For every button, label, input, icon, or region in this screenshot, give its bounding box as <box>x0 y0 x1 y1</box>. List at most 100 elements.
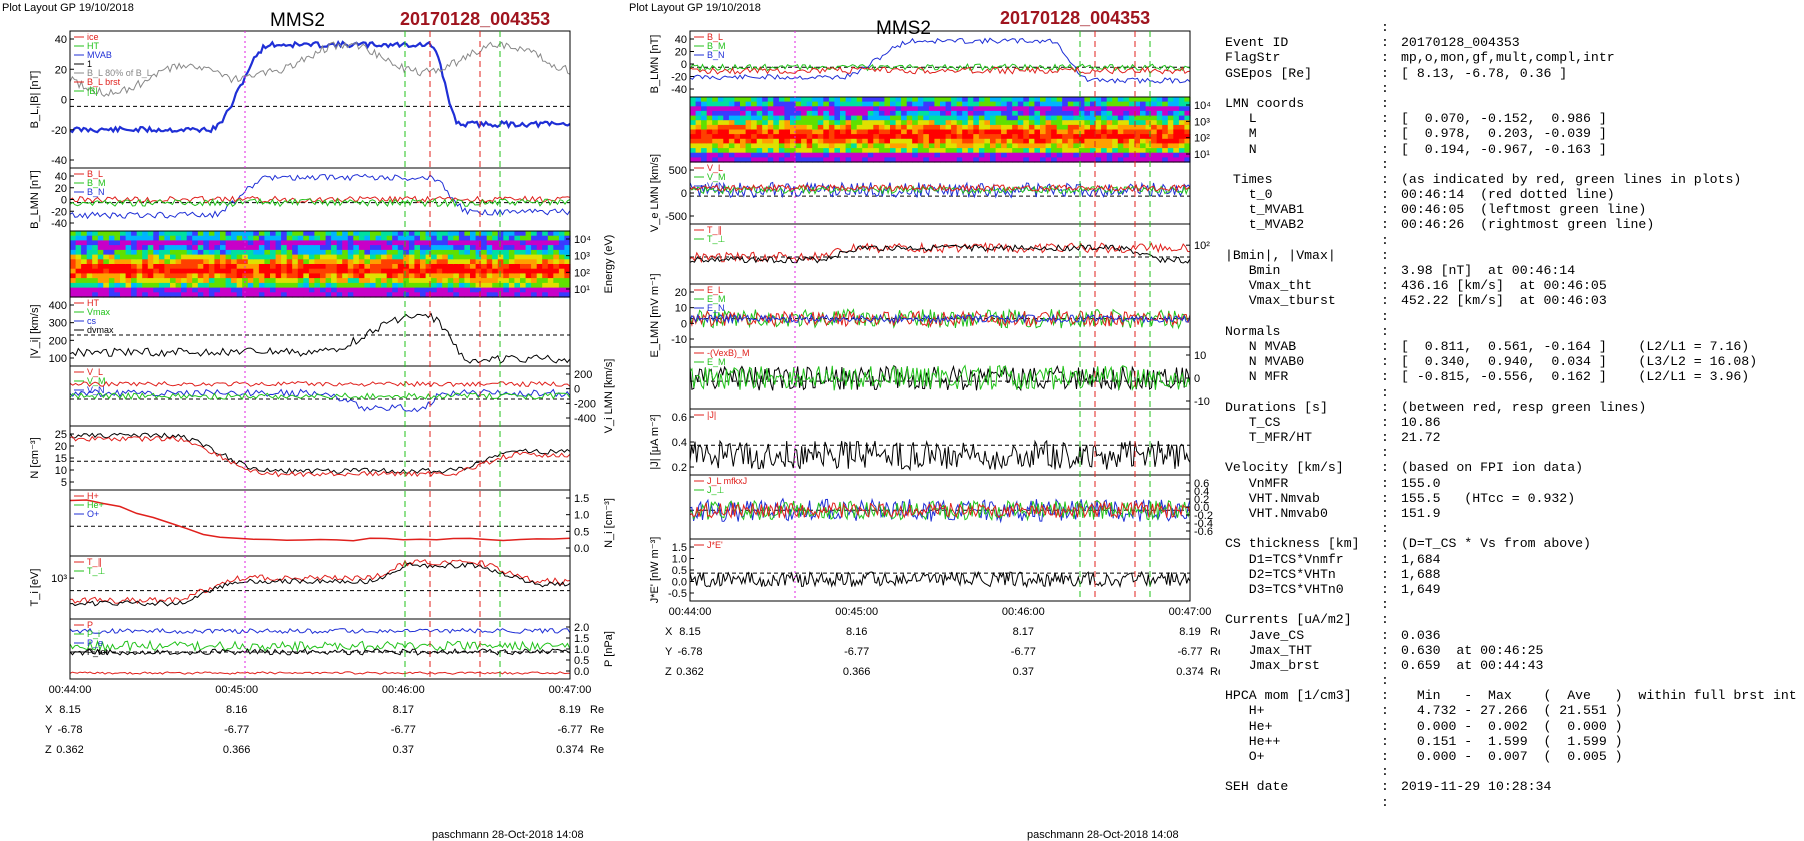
spectrogram-cell <box>208 278 216 284</box>
spectrogram-cell <box>784 115 791 121</box>
spectrogram-cell <box>342 287 349 293</box>
spectrogram-cell <box>370 249 377 256</box>
spectrogram-cell <box>817 152 824 158</box>
right-panel-8-legend-label: J_⊥ <box>707 485 725 495</box>
spectrogram-cell <box>364 282 371 289</box>
left-panel-3-tick-label: 10³ <box>574 251 590 263</box>
spectrogram-cell <box>547 254 554 260</box>
spectrogram-cell <box>1184 148 1191 154</box>
spectrogram-cell <box>1145 148 1152 154</box>
spectrogram-cell <box>817 110 824 117</box>
spectrogram-cell <box>497 287 504 293</box>
info-key: Vmax_tburst <box>1225 293 1336 309</box>
spectrogram-cell <box>470 254 477 260</box>
info-row: M:[ 0.978, 0.203, -0.039 ] <box>1225 126 1797 141</box>
spectrogram-cell <box>828 124 836 131</box>
spectrogram-cell <box>281 259 288 265</box>
info-row: Jmax_brst:0.659 at 00:44:43 <box>1225 658 1797 673</box>
spectrogram-cell <box>1006 134 1013 140</box>
spectrogram-cell <box>1006 148 1013 154</box>
info-value: [ 0.340, 0.940, 0.034 ] (L3/L2 = 16.08) <box>1401 354 1758 370</box>
spectrogram-cell <box>834 120 841 126</box>
spectrogram-cell <box>258 254 266 260</box>
spectrogram-cell <box>1095 143 1102 149</box>
spectrogram-cell <box>236 292 243 298</box>
spectrogram-cell <box>901 134 908 140</box>
spectrogram-cell <box>890 120 897 126</box>
spectrogram-cell <box>812 115 819 121</box>
info-value: 20170128_004353 <box>1401 35 1520 51</box>
spectrogram-cell <box>158 245 166 251</box>
spectrogram-cell <box>225 245 232 251</box>
spectrogram-cell <box>564 292 571 298</box>
spectrogram-cell <box>192 278 199 284</box>
info-colon: : <box>1381 187 1389 203</box>
spectrogram-cell <box>103 292 110 298</box>
spectrogram-cell <box>873 101 880 107</box>
spectrogram-cell <box>170 240 177 246</box>
spectrogram-cell <box>153 231 160 237</box>
spectrogram-cell <box>856 152 863 158</box>
spectrogram-cell <box>258 245 266 251</box>
spectrogram-cell <box>225 282 232 289</box>
spectrogram-cell <box>375 245 382 251</box>
spectrogram-cell <box>181 240 188 246</box>
spectrogram-cell <box>1095 106 1102 112</box>
spectrogram-cell <box>436 264 443 270</box>
info-colon: : <box>1381 95 1389 111</box>
spectrogram-cell <box>1101 129 1108 135</box>
spectrogram-cell <box>508 268 516 274</box>
spectrogram-cell <box>701 115 708 121</box>
spectrogram-cell <box>520 292 527 298</box>
spectrogram-cell <box>147 240 154 246</box>
spectrogram-cell <box>1034 157 1041 163</box>
spectrogram-cell <box>420 240 427 246</box>
spectrogram-cell <box>247 268 254 274</box>
right-panel-1-tick-label: -20 <box>671 72 687 84</box>
spectrogram-cell <box>690 134 697 140</box>
info-colon: : <box>1381 673 1389 689</box>
spectrogram-cell <box>464 259 471 265</box>
spectrogram-cell <box>1028 129 1036 135</box>
spectrogram-cell <box>751 120 758 126</box>
spectrogram-cell <box>717 134 724 140</box>
spectrogram-cell <box>767 106 774 112</box>
spectrogram-cell <box>967 120 974 126</box>
spectrogram-cell <box>1167 157 1174 163</box>
spectrogram-cell <box>906 138 913 144</box>
spectrogram-cell <box>984 138 991 144</box>
spectrogram-cell <box>1017 157 1024 163</box>
spectrogram-cell <box>690 120 697 126</box>
spectrogram-cell <box>945 134 952 140</box>
spectrogram-cell <box>912 143 919 149</box>
spectrogram-cell <box>778 101 786 107</box>
spectrogram-cell <box>1128 129 1136 135</box>
spectrogram-cell <box>314 273 321 279</box>
left-panel-7-tick-label: 1.5 <box>574 493 589 505</box>
spectrogram-cell <box>108 282 116 289</box>
spectrogram-cell <box>270 245 277 251</box>
spectrogram-cell <box>531 278 538 284</box>
spectrogram-cell <box>531 264 538 270</box>
spectrogram-cell <box>536 240 543 246</box>
spectrogram-cell <box>1162 120 1169 126</box>
spectrogram-cell <box>503 245 510 251</box>
spectrogram-cell <box>286 292 293 298</box>
spectrogram-cell <box>690 157 697 163</box>
spectrogram-cell <box>264 278 271 284</box>
spectrogram-cell <box>1134 129 1141 135</box>
spectrogram-cell <box>486 235 493 241</box>
info-row: GSEpos [Re]:[ 8.13, -6.78, 0.36 ] <box>1225 66 1797 81</box>
spectrogram-cell <box>342 231 349 237</box>
spectrogram-cell <box>934 157 941 163</box>
spectrogram-cell <box>912 101 919 107</box>
spectrogram-cell <box>690 101 697 107</box>
left-panel-4-legend-label: HT <box>87 298 99 308</box>
spectrogram-cell <box>464 240 471 246</box>
spectrogram-cell <box>951 115 958 121</box>
spectrogram-cell <box>773 106 780 112</box>
spectrogram-cell <box>386 245 393 251</box>
spectrogram-cell <box>773 110 780 117</box>
spectrogram-cell <box>542 268 549 274</box>
spectrogram-cell <box>1112 124 1119 131</box>
